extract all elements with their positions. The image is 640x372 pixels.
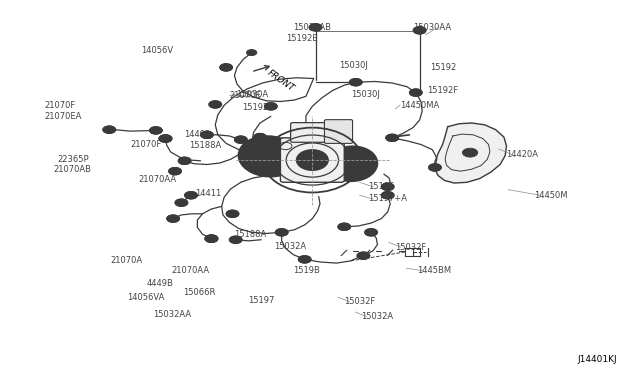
Polygon shape xyxy=(435,123,506,183)
Text: 14499: 14499 xyxy=(184,130,211,140)
Circle shape xyxy=(349,78,362,86)
Circle shape xyxy=(103,126,116,134)
Text: 14056VA: 14056VA xyxy=(127,294,164,302)
Text: 21070AA: 21070AA xyxy=(138,175,176,184)
Text: FRONT: FRONT xyxy=(266,68,296,93)
Circle shape xyxy=(169,167,181,175)
Text: J14401KJ: J14401KJ xyxy=(577,355,617,364)
Text: 21070F: 21070F xyxy=(131,140,162,149)
Text: 22365P: 22365P xyxy=(57,155,88,164)
Text: 1519B: 1519B xyxy=(293,266,320,275)
Circle shape xyxy=(175,199,188,206)
Text: 15030AA: 15030AA xyxy=(413,23,451,32)
FancyBboxPatch shape xyxy=(324,120,353,143)
Circle shape xyxy=(429,164,442,171)
Circle shape xyxy=(309,24,322,31)
Circle shape xyxy=(150,127,163,134)
Text: 21070E: 21070E xyxy=(229,91,261,100)
Text: 15032F: 15032F xyxy=(396,243,427,251)
Text: 15030J: 15030J xyxy=(339,61,368,70)
Text: 15032A: 15032A xyxy=(274,241,306,250)
Circle shape xyxy=(209,101,221,108)
FancyBboxPatch shape xyxy=(280,138,344,182)
Circle shape xyxy=(357,252,370,259)
Text: 15030AB: 15030AB xyxy=(293,23,332,32)
Ellipse shape xyxy=(303,154,321,166)
Ellipse shape xyxy=(326,146,378,181)
Circle shape xyxy=(264,103,277,110)
Text: 15192: 15192 xyxy=(430,63,456,72)
Circle shape xyxy=(220,64,232,71)
Text: 15032AA: 15032AA xyxy=(153,311,191,320)
Circle shape xyxy=(386,134,399,141)
Text: 21070AA: 21070AA xyxy=(172,266,210,275)
Text: 15032A: 15032A xyxy=(362,312,394,321)
Text: 15192F: 15192F xyxy=(428,86,458,95)
Text: 4449B: 4449B xyxy=(147,279,173,288)
Circle shape xyxy=(365,229,378,236)
Text: 21070EA: 21070EA xyxy=(44,112,81,121)
Ellipse shape xyxy=(296,150,328,170)
Circle shape xyxy=(279,142,292,150)
Circle shape xyxy=(226,210,239,218)
Circle shape xyxy=(167,215,179,222)
Text: 15192E: 15192E xyxy=(286,34,318,43)
Circle shape xyxy=(410,89,422,96)
Text: 15196: 15196 xyxy=(368,182,394,191)
Text: 21070F: 21070F xyxy=(44,101,76,110)
Text: 15030A: 15030A xyxy=(236,90,268,99)
Circle shape xyxy=(413,27,426,34)
Circle shape xyxy=(381,183,394,190)
Circle shape xyxy=(200,131,213,138)
Text: 15197: 15197 xyxy=(248,296,275,305)
Circle shape xyxy=(184,192,197,199)
Circle shape xyxy=(159,135,172,142)
Circle shape xyxy=(463,148,477,157)
Circle shape xyxy=(338,223,351,231)
Text: 21070AB: 21070AB xyxy=(53,165,91,174)
Circle shape xyxy=(159,135,172,142)
FancyBboxPatch shape xyxy=(291,123,337,142)
Text: 14450MA: 14450MA xyxy=(400,101,439,110)
Text: 21070A: 21070A xyxy=(111,256,143,265)
Text: 15188A: 15188A xyxy=(234,230,266,240)
Text: 15192F: 15192F xyxy=(242,103,273,112)
Ellipse shape xyxy=(239,136,300,177)
Text: 14420A: 14420A xyxy=(506,150,538,159)
Circle shape xyxy=(298,256,311,263)
Circle shape xyxy=(253,134,266,141)
Text: 14450M: 14450M xyxy=(534,191,568,200)
Circle shape xyxy=(229,236,242,243)
Text: 15197+A: 15197+A xyxy=(368,195,407,203)
Circle shape xyxy=(205,235,218,242)
Circle shape xyxy=(205,235,218,242)
Circle shape xyxy=(381,192,394,199)
Text: 15030J: 15030J xyxy=(351,90,380,99)
Text: 14056V: 14056V xyxy=(141,46,173,55)
Circle shape xyxy=(234,136,247,143)
Circle shape xyxy=(246,49,257,55)
Circle shape xyxy=(178,157,191,164)
Text: 14411: 14411 xyxy=(195,189,221,198)
Circle shape xyxy=(275,229,288,236)
Text: 15066R: 15066R xyxy=(182,288,215,297)
Text: 1445BM: 1445BM xyxy=(417,266,451,275)
Text: 15032F: 15032F xyxy=(344,297,376,306)
Text: 15188A: 15188A xyxy=(189,141,221,151)
